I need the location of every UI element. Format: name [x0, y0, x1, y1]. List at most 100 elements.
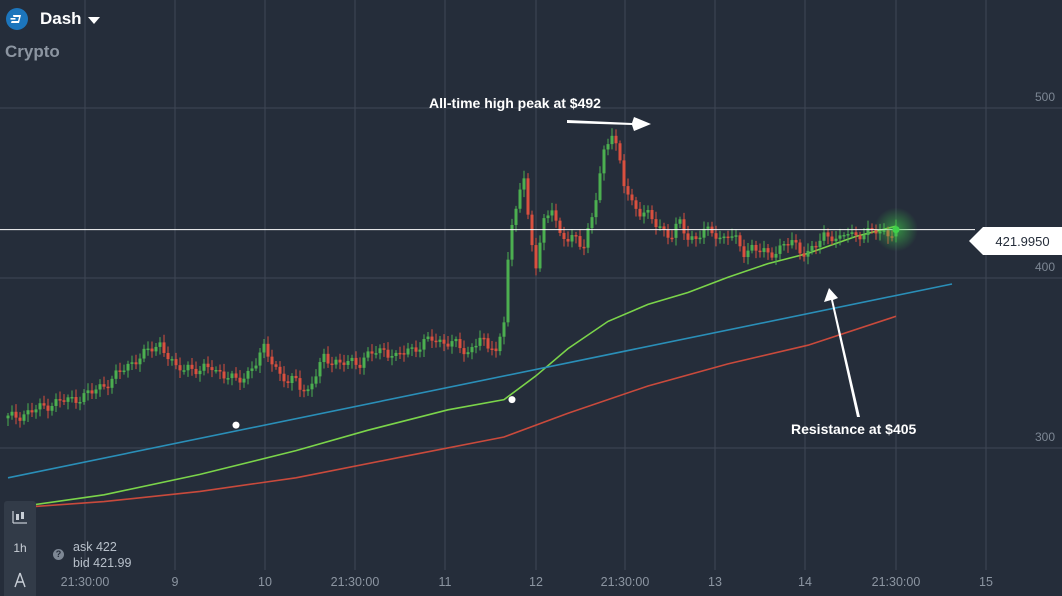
- candle-body: [166, 352, 170, 360]
- y-tick-label: 500: [1035, 90, 1055, 104]
- candle-body: [218, 370, 222, 372]
- candle-body: [610, 135, 614, 145]
- candle-body: [390, 355, 394, 358]
- candlestick-icon[interactable]: [4, 504, 36, 530]
- candle-body: [526, 178, 530, 215]
- x-tick-label: 11: [439, 575, 452, 589]
- candle-body: [302, 389, 306, 392]
- candle-body: [366, 351, 370, 358]
- candle-body: [210, 367, 214, 371]
- x-tick-label: 21:30:00: [331, 575, 380, 589]
- candle-body: [362, 357, 366, 368]
- candle-body: [642, 212, 646, 217]
- candle-body: [202, 363, 206, 371]
- candle-body: [542, 218, 546, 243]
- candle-body: [694, 236, 698, 240]
- candle-body: [58, 399, 62, 401]
- moving-average-fast-line: [7, 225, 897, 510]
- candle-body: [818, 240, 822, 248]
- candle-body: [198, 370, 202, 375]
- ask-label: ask: [73, 540, 93, 554]
- candle-body: [734, 235, 738, 237]
- candle-body: [146, 348, 150, 351]
- candle-body: [870, 228, 874, 230]
- candle-body: [478, 337, 482, 346]
- candle-body: [294, 375, 298, 379]
- candle-body: [370, 351, 374, 354]
- candle-body: [554, 210, 558, 221]
- candle-body: [486, 338, 490, 349]
- x-tick-label: 13: [708, 575, 722, 589]
- candle-body: [126, 363, 130, 371]
- candle-body: [590, 217, 594, 229]
- candle-body: [342, 362, 346, 365]
- candle-body: [50, 405, 54, 411]
- asset-selector[interactable]: Dash: [6, 8, 100, 30]
- candle-body: [18, 417, 22, 421]
- candle-body: [282, 373, 286, 382]
- candle-body: [34, 409, 38, 413]
- candle-body: [866, 228, 870, 236]
- candle-body: [522, 178, 526, 190]
- candle-body: [426, 336, 430, 340]
- current-price-tag: 421.9950: [983, 227, 1062, 255]
- candle-body: [242, 378, 246, 383]
- chevron-down-icon[interactable]: [87, 16, 100, 24]
- bid-row: bid 421.99: [73, 555, 131, 571]
- candle-body: [30, 410, 34, 413]
- candle-body: [646, 210, 650, 213]
- x-tick-label: 21:30:00: [61, 575, 110, 589]
- candle-body: [862, 235, 866, 240]
- candle-body: [414, 347, 418, 352]
- candle-body: [442, 339, 446, 344]
- candle-body: [726, 236, 730, 239]
- candle-body: [150, 348, 154, 352]
- drawing-tool-icon[interactable]: [4, 567, 36, 593]
- asset-category: Crypto: [5, 42, 60, 61]
- candle-body: [702, 228, 706, 238]
- candle-body: [514, 208, 518, 225]
- ask-row: ask 422: [73, 539, 131, 555]
- bid-label: bid: [73, 556, 90, 570]
- candle-body: [278, 366, 282, 374]
- x-tick-label: 12: [529, 575, 543, 589]
- candle-body: [130, 362, 134, 364]
- candle-body: [474, 345, 478, 348]
- indicator-lines: [7, 225, 953, 510]
- trend-line-line: [7, 283, 953, 479]
- x-tick-label: 9: [172, 575, 179, 589]
- candle-body: [666, 229, 670, 238]
- candle-body: [250, 368, 254, 371]
- candle-body: [318, 362, 322, 377]
- candle-body: [74, 397, 78, 403]
- candle-body: [578, 236, 582, 247]
- ask-value: 422: [95, 540, 117, 554]
- candle-body: [134, 362, 138, 365]
- candle-body: [314, 376, 318, 384]
- timeframe-button[interactable]: 1h: [13, 541, 27, 555]
- question-icon[interactable]: ?: [53, 549, 64, 560]
- candle-body: [26, 410, 30, 415]
- candle-body: [574, 235, 578, 237]
- candle-body: [14, 411, 18, 418]
- candle-body: [334, 359, 338, 365]
- candle-body: [622, 160, 626, 187]
- candle-body: [814, 245, 818, 248]
- candle-body: [178, 365, 182, 371]
- candle-body: [94, 389, 98, 394]
- signal-marker: [508, 396, 516, 404]
- y-tick-label: 300: [1035, 430, 1055, 444]
- candle-body: [778, 245, 782, 254]
- candle-body: [686, 233, 690, 240]
- candle-body: [750, 244, 754, 251]
- candle-body: [674, 223, 678, 238]
- candle-body: [106, 386, 110, 389]
- candle-body: [358, 364, 362, 368]
- candle-body: [722, 236, 726, 239]
- candle-body: [254, 365, 258, 369]
- candle-body: [678, 219, 682, 224]
- candle-body: [558, 220, 562, 233]
- candle-body: [790, 240, 794, 246]
- candle-body: [826, 232, 830, 237]
